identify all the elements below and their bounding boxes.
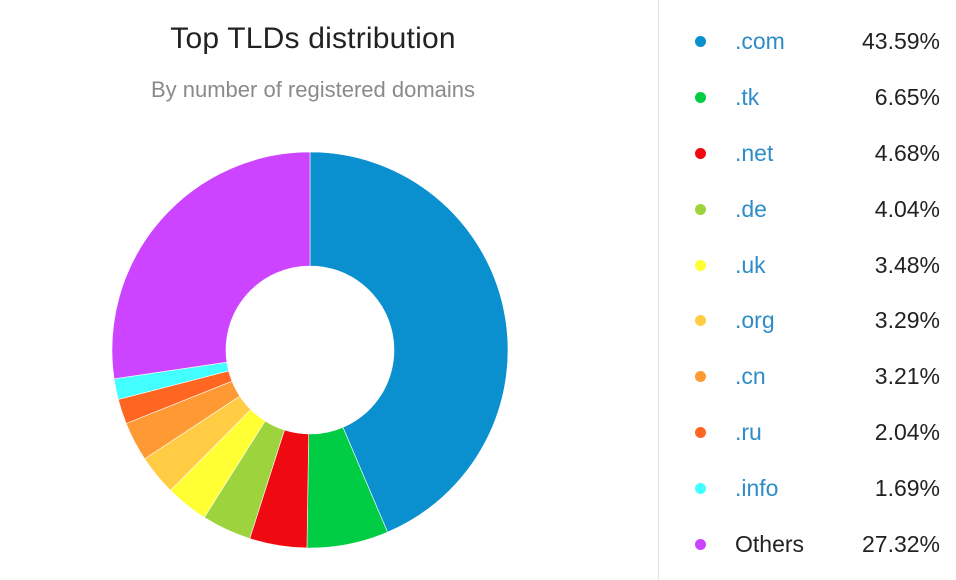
legend-item[interactable]: .com 43.59% xyxy=(690,14,940,70)
legend-item[interactable]: Others 27.32% xyxy=(690,516,940,572)
legend-label: .com xyxy=(735,28,785,55)
legend-label: .info xyxy=(735,474,779,501)
legend-label: .org xyxy=(735,307,775,334)
chart-legend: .com 43.59% .tk 6.65% .net 4.68% .de 4.04% .uk 3.… xyxy=(690,14,940,572)
legend-dot-icon xyxy=(695,538,706,550)
donut-chart xyxy=(111,151,509,549)
legend-dot-icon xyxy=(695,371,706,383)
chart-panel: Top TLDs distribution By number of regis… xyxy=(111,22,509,549)
legend-label: .uk xyxy=(735,251,766,278)
legend-dot-icon xyxy=(695,147,706,159)
legend-item[interactable]: .cn 3.21% xyxy=(690,349,940,405)
legend-value: 2.04% xyxy=(874,418,940,445)
legend-item[interactable]: .ru 2.04% xyxy=(690,405,940,461)
donut-slice-com[interactable] xyxy=(309,151,509,533)
legend-dot-icon xyxy=(695,203,706,215)
legend-dot-icon xyxy=(695,315,706,327)
legend-item[interactable]: .org 3.29% xyxy=(690,293,940,349)
legend-dot-icon xyxy=(695,426,706,438)
legend-value: 27.32% xyxy=(861,530,940,557)
legend-item[interactable]: .de 4.04% xyxy=(690,181,940,237)
legend-dot-icon xyxy=(695,92,706,104)
legend-value: 4.68% xyxy=(874,139,940,166)
panel-divider xyxy=(658,0,659,580)
legend-item[interactable]: .net 4.68% xyxy=(690,126,940,182)
legend-label: .tk xyxy=(735,84,760,111)
legend-label: .de xyxy=(735,195,767,222)
legend-value: 4.04% xyxy=(874,195,940,222)
legend-value: 43.59% xyxy=(861,28,940,55)
chart-title: Top TLDs distribution xyxy=(170,22,456,55)
legend-label: .ru xyxy=(735,418,762,445)
legend-label: Others xyxy=(735,530,805,557)
donut-slice-others[interactable] xyxy=(111,151,311,380)
legend-item[interactable]: .info 1.69% xyxy=(690,460,940,516)
legend-item[interactable]: .uk 3.48% xyxy=(690,237,940,293)
chart-subtitle: By number of registered domains xyxy=(150,77,476,102)
legend-item[interactable]: .tk 6.65% xyxy=(690,70,940,126)
legend-label: .cn xyxy=(735,363,766,390)
legend-dot-icon xyxy=(695,482,706,494)
legend-dot-icon xyxy=(695,36,706,48)
legend-dot-icon xyxy=(695,259,706,271)
legend-value: 3.21% xyxy=(874,363,940,390)
legend-value: 3.29% xyxy=(874,307,940,334)
legend-label: .net xyxy=(735,139,774,166)
legend-value: 6.65% xyxy=(874,84,940,111)
legend-value: 1.69% xyxy=(874,474,940,501)
legend-value: 3.48% xyxy=(874,251,940,278)
